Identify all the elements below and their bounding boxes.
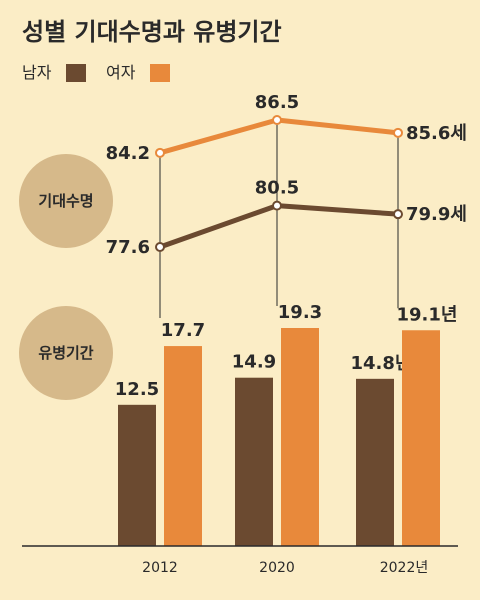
bar-female <box>281 328 319 546</box>
line-point <box>272 115 282 125</box>
legend-swatch-female <box>150 64 170 82</box>
bar-label: 14.9 <box>232 352 276 373</box>
line-point <box>155 242 165 252</box>
legend: 남자 여자 <box>22 63 170 82</box>
bar-chart: 12.5 14.9 14.8년 17.7 19.3 19.1년 <box>115 302 458 546</box>
point-label: 86.5 <box>255 92 299 113</box>
legend-label-female: 여자 <box>106 63 136 82</box>
series-line-male <box>159 203 399 250</box>
x-tick-label: 2020 <box>259 560 295 576</box>
bar-label: 19.3 <box>278 302 322 323</box>
point-label: 85.6세 <box>406 123 467 144</box>
guide-lines <box>159 124 399 318</box>
point-label: 84.2 <box>106 143 150 164</box>
bar-male <box>235 377 273 546</box>
badge-life-label: 기대수명 <box>38 192 93 210</box>
x-tick-label: 2012 <box>142 560 178 576</box>
chart-title: 성별 기대수명과 유병기간 <box>22 18 282 46</box>
line-point <box>393 127 403 138</box>
bar-female <box>164 346 202 546</box>
bar-female <box>402 330 440 546</box>
badge-sick-circle <box>19 306 113 400</box>
bar-label: 17.7 <box>161 320 205 341</box>
bar-male <box>356 378 394 546</box>
x-tick-label: 2022년 <box>380 560 429 576</box>
bar-male <box>118 404 156 546</box>
bar-label: 19.1년 <box>397 304 458 325</box>
point-label: 77.6 <box>106 237 150 258</box>
legend-label-male: 남자 <box>22 63 52 82</box>
badge-life: 기대수명 <box>19 154 113 248</box>
bar-label: 12.5 <box>115 379 159 400</box>
bar-label: 14.8년 <box>351 353 412 374</box>
line-point <box>393 209 403 220</box>
point-label: 80.5 <box>255 178 299 199</box>
point-label: 79.9세 <box>406 204 467 225</box>
series-line-female <box>159 117 399 156</box>
badge-life-circle <box>19 154 113 248</box>
badge-sick-label: 유병기간 <box>38 344 93 362</box>
line-point <box>155 147 165 158</box>
line-point <box>272 200 282 211</box>
badge-sick: 유병기간 <box>19 306 113 400</box>
x-axis-ticks: 2012 2020 2022년 <box>142 560 428 576</box>
line-chart: 84.2 86.5 85.6세 77.6 80.5 79.9세 <box>106 92 467 258</box>
legend-swatch-male <box>66 64 86 82</box>
